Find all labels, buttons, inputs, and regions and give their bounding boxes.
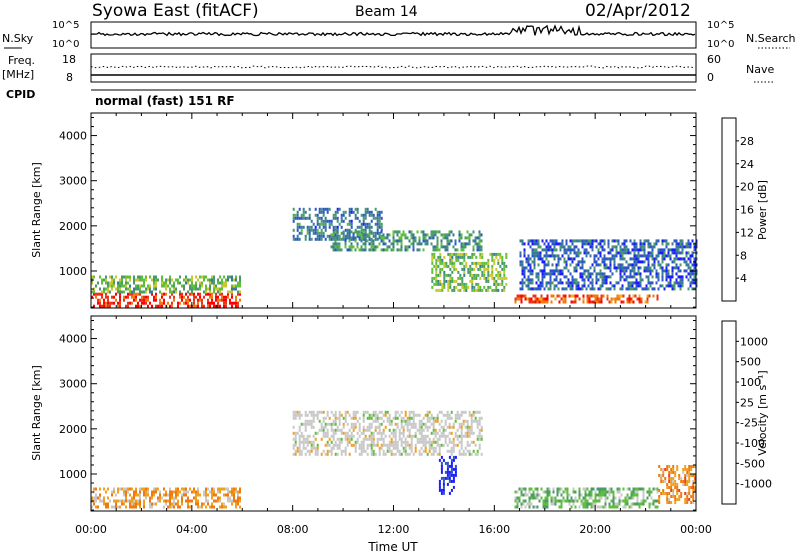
- freq-panel: Freq. [MHz] 18 8 60 0 Nave CPID normal (…: [2, 53, 775, 108]
- nsearch-tick-bottom: 10^0: [707, 39, 734, 50]
- velocity-y-tick: 4000: [59, 333, 87, 346]
- cpid-label: CPID: [6, 88, 35, 101]
- power-y-axis-label: Slant Range [km]: [30, 162, 43, 258]
- nsky-label: N.Sky: [2, 32, 34, 45]
- freq-tick-top: 18: [62, 53, 76, 66]
- freq-label: Freq.: [8, 54, 35, 67]
- velocity-colorbar-label: Velocity [m s⁻¹]: [756, 370, 769, 455]
- velocity-y-axis-label: Slant Range [km]: [30, 365, 43, 461]
- power-colorbar-tick: 4: [740, 272, 747, 285]
- velocity-region-1: [292, 410, 483, 456]
- nsearch-tick-top: 10^5: [707, 20, 734, 31]
- plot-title: Syowa East (fitACF): [92, 1, 259, 21]
- power-region-1: [91, 275, 241, 294]
- power-y-tick: 2000: [59, 220, 87, 233]
- nsearch-label: N.Search: [746, 32, 796, 45]
- power-colorbar-tick: 16: [740, 204, 754, 217]
- velocity-region-2: [438, 455, 457, 495]
- x-tick-label: 04:00: [176, 523, 208, 536]
- velocity-panel: 1000 2000 3000 4000 Slant Range [km] 1000 50…: [30, 315, 772, 512]
- power-y-tick: 4000: [59, 130, 87, 143]
- power-region-5: [514, 294, 659, 304]
- date-label: 02/Apr/2012: [585, 1, 691, 21]
- nsky-panel: N.Sky 10^5 10^0 10^5 10^0 N.Search: [2, 20, 796, 50]
- x-axis-label: Time UT: [367, 540, 418, 554]
- power-region-0: [91, 292, 241, 308]
- power-region-3: [330, 230, 483, 252]
- x-tick-label: 00:00: [75, 523, 107, 536]
- velocity-y-tick: 2000: [59, 423, 87, 436]
- power-y-tick: 3000: [59, 175, 87, 188]
- velocity-y-tick: 3000: [59, 378, 87, 391]
- power-colorbar-tick: 20: [740, 181, 754, 194]
- velocity-colorbar-tick: -100: [740, 437, 765, 450]
- power-colorbar-label: Power [dB]: [756, 180, 769, 240]
- velocity-colorbar-tick: 25: [740, 396, 754, 409]
- x-tick-label: 16:00: [478, 523, 510, 536]
- power-colorbar-tick: 24: [740, 158, 754, 171]
- nave-tick-top: 60: [707, 53, 721, 66]
- nave-tick-bottom: 0: [707, 71, 714, 84]
- velocity-colorbar-tick: -25: [740, 417, 758, 430]
- power-region-6: [519, 239, 698, 291]
- nave-label: Nave: [746, 63, 774, 76]
- velocity-region-0: [91, 487, 241, 509]
- x-tick-label: 12:00: [378, 523, 410, 536]
- velocity-colorbar-tick: 1000: [740, 335, 768, 348]
- x-tick-label: 00:00: [680, 523, 712, 536]
- x-tick-label: 20:00: [579, 523, 611, 536]
- beam-label: Beam 14: [355, 4, 418, 20]
- power-region-4: [431, 252, 508, 292]
- velocity-colorbar-tick: 100: [740, 376, 761, 389]
- power-panel: 1000 2000 3000 4000 Slant Range [km] 28 24 20…: [30, 112, 769, 309]
- x-tick-label: 08:00: [277, 523, 309, 536]
- velocity-colorbar-tick: -500: [740, 457, 765, 470]
- nsky-tick-bottom: 10^0: [52, 39, 79, 50]
- nsky-tick-top: 10^5: [52, 20, 79, 31]
- velocity-region-3: [514, 487, 659, 509]
- velocity-y-tick: 1000: [59, 468, 87, 481]
- power-y-tick: 1000: [59, 265, 87, 278]
- cpid-value: normal (fast) 151 RF: [95, 94, 235, 108]
- velocity-region-4: [658, 465, 697, 504]
- velocity-colorbar-tick: -1000: [740, 478, 772, 491]
- freq-tick-bottom: 8: [66, 71, 73, 84]
- velocity-colorbar-tick: 500: [740, 356, 761, 369]
- freq-unit: [MHz]: [2, 68, 34, 81]
- power-colorbar-tick: 12: [740, 226, 754, 239]
- power-colorbar-tick: 28: [740, 135, 754, 148]
- power-colorbar-tick: 8: [740, 249, 747, 262]
